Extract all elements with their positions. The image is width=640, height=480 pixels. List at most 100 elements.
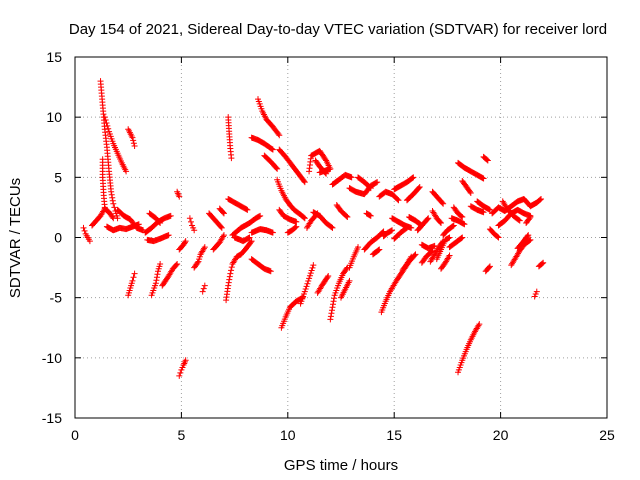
chart-title: Day 154 of 2021, Sidereal Day-to-day VTE… xyxy=(69,21,607,38)
data-point xyxy=(267,268,274,275)
data-point xyxy=(109,197,116,204)
data-point xyxy=(191,227,198,234)
data-point xyxy=(367,212,374,219)
data-point xyxy=(304,280,311,287)
data-point xyxy=(248,238,255,245)
data-point xyxy=(486,263,493,270)
data-point xyxy=(226,276,233,283)
data-point xyxy=(467,189,474,196)
data-point xyxy=(182,357,189,364)
data-point xyxy=(129,277,136,284)
x-tick-label: 5 xyxy=(178,427,186,443)
y-tick-label: 5 xyxy=(54,169,62,185)
data-point xyxy=(539,260,546,267)
data-point xyxy=(302,286,309,293)
y-tick-label: 15 xyxy=(46,49,62,65)
data-point xyxy=(109,194,116,201)
data-point xyxy=(533,288,540,295)
data-point xyxy=(220,232,227,239)
data-point xyxy=(187,218,194,225)
data-point xyxy=(152,280,159,287)
data-point xyxy=(186,215,193,222)
x-tick-label: 25 xyxy=(599,427,615,443)
data-point xyxy=(328,307,335,314)
data-point xyxy=(379,229,386,236)
data-point xyxy=(247,239,254,246)
x-tick-labels: 0 5 10 15 20 25 xyxy=(71,427,615,443)
data-point xyxy=(131,143,138,150)
data-point xyxy=(439,199,446,206)
data-point xyxy=(540,259,547,266)
data-point xyxy=(408,253,415,260)
data-point xyxy=(480,209,487,216)
data-point xyxy=(374,179,381,186)
data-point xyxy=(366,184,373,191)
data-point xyxy=(86,238,93,245)
data-point xyxy=(412,251,419,258)
data-point xyxy=(328,310,335,317)
data-point xyxy=(199,288,206,295)
y-tick-label: 10 xyxy=(46,109,62,125)
x-tick-label: 0 xyxy=(71,427,79,443)
data-point xyxy=(458,235,465,242)
data-point xyxy=(484,157,491,164)
data-point xyxy=(322,169,329,176)
data-point xyxy=(445,253,452,260)
data-point xyxy=(526,237,533,244)
data-point xyxy=(110,215,117,222)
data-point xyxy=(389,227,396,234)
data-point xyxy=(301,288,308,295)
data-point xyxy=(324,274,331,281)
y-tick-labels: -15 -10 -5 0 5 10 15 xyxy=(42,49,62,426)
data-point xyxy=(327,313,334,320)
data-point xyxy=(466,188,473,195)
data-point xyxy=(200,245,207,252)
x-tick-label: 10 xyxy=(280,427,296,443)
data-point xyxy=(300,214,307,221)
data-point xyxy=(201,244,208,251)
data-point xyxy=(105,125,112,132)
data-point xyxy=(475,322,482,329)
data-point xyxy=(108,191,115,198)
data-point xyxy=(476,321,483,328)
data-point xyxy=(130,140,137,147)
data-point xyxy=(323,170,330,177)
data-point xyxy=(411,252,418,259)
data-point xyxy=(494,233,501,240)
data-point xyxy=(293,223,300,230)
data-point xyxy=(395,197,402,204)
data-point xyxy=(526,215,533,222)
data-point xyxy=(343,213,350,220)
data-point xyxy=(269,229,276,236)
data-point xyxy=(176,372,183,379)
data-point xyxy=(409,174,416,181)
data-point xyxy=(165,232,172,239)
data-point xyxy=(301,179,308,186)
data-point xyxy=(181,239,188,246)
data-point xyxy=(367,185,374,192)
data-point xyxy=(102,117,109,124)
data-point xyxy=(328,224,335,231)
data-point xyxy=(394,196,401,203)
data-point xyxy=(527,214,534,221)
data-point xyxy=(103,119,110,126)
data-point xyxy=(101,114,108,121)
data-point xyxy=(154,271,161,278)
data-point xyxy=(228,267,235,274)
data-point xyxy=(416,183,423,190)
data-point xyxy=(348,174,355,181)
data-point xyxy=(226,273,233,280)
data-point xyxy=(331,295,338,302)
data-point xyxy=(227,270,234,277)
data-point xyxy=(218,224,225,231)
data-point xyxy=(269,146,276,153)
data-point xyxy=(111,204,118,211)
data-point xyxy=(108,188,115,195)
data-point xyxy=(220,209,227,216)
data-point xyxy=(459,234,466,241)
data-point xyxy=(449,223,456,230)
data-point xyxy=(174,260,181,267)
data-point xyxy=(316,169,323,176)
data-point xyxy=(459,214,466,221)
data-point xyxy=(446,234,453,241)
